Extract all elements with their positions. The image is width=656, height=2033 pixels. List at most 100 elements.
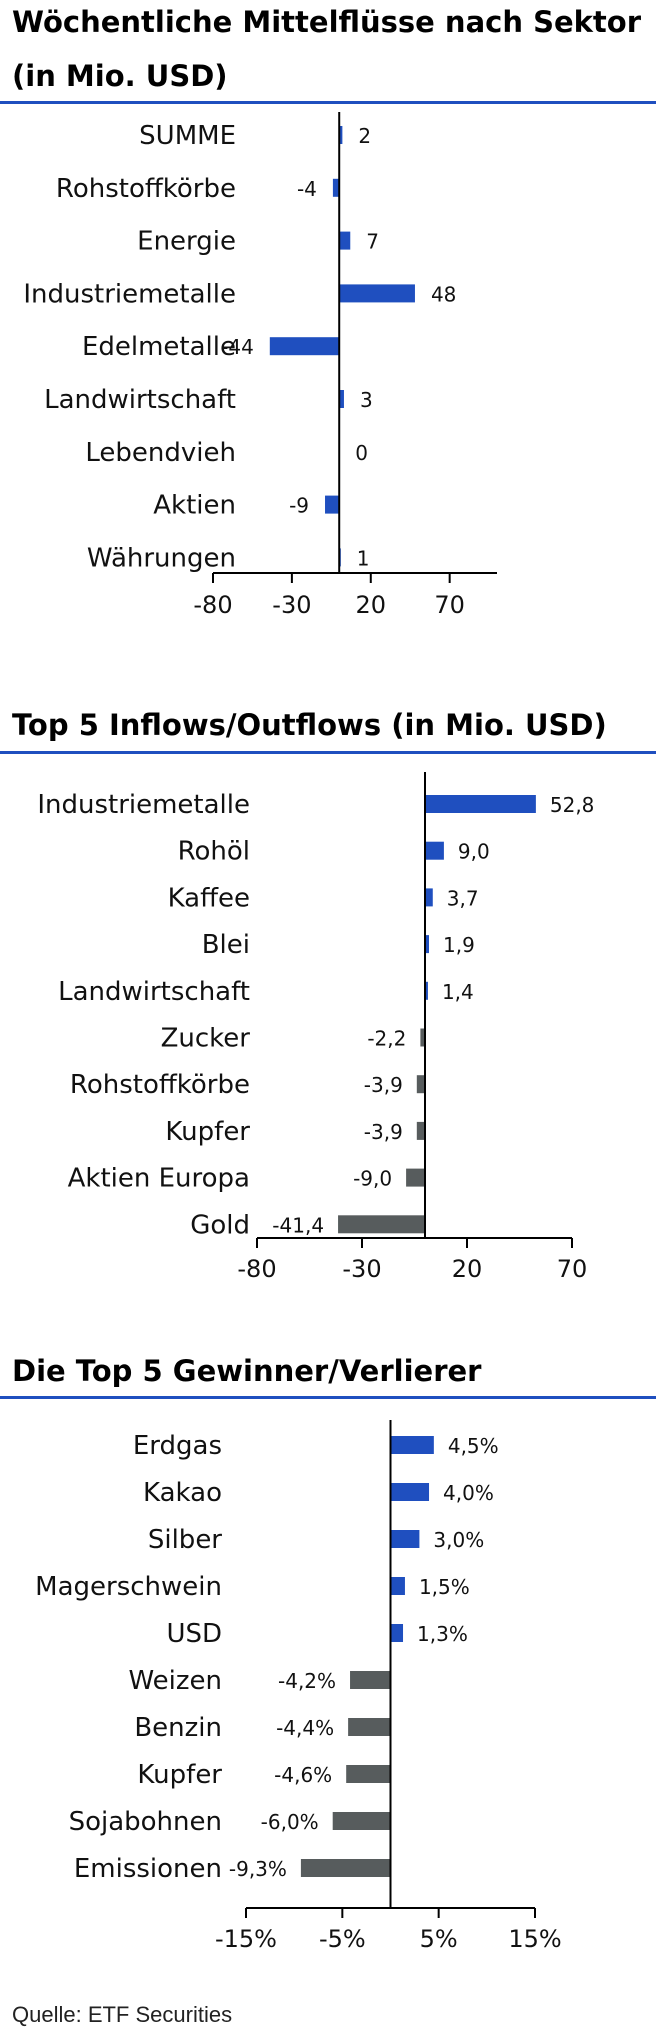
chart2-data-label: 1,9: [443, 933, 475, 957]
chart2-data-label: -3,9: [364, 1073, 403, 1097]
chart3-bar: [390, 1483, 430, 1501]
chart2-category-label: Aktien Europa: [68, 1164, 250, 1194]
chart3-winners-losers: Erdgas 4,5% Kakao 4,0% Silber 3,0% Magerschwei…: [35, 1420, 562, 1953]
chart2-data-label: 9,0: [458, 840, 490, 864]
chart2-bar: [416, 1075, 425, 1094]
chart3-tick-label: -5%: [319, 1925, 366, 1953]
chart1-tick-label: -30: [272, 591, 311, 619]
chart2-tick-label: -30: [342, 1255, 381, 1283]
chart3-data-label: 4,5%: [448, 1434, 499, 1458]
chart3-bar: [390, 1530, 420, 1548]
chart3-data-label: -6,0%: [261, 1810, 319, 1834]
chart2-data-label: -41,4: [272, 1213, 324, 1237]
chart2-bar: [406, 1168, 425, 1187]
chart3-data-label: 1,5%: [419, 1575, 470, 1599]
chart2-bar: [420, 1028, 425, 1047]
chart2-tick-label: 70: [557, 1255, 588, 1283]
chart1-data-label: 2: [358, 124, 371, 148]
chart2-data-label: -3,9: [364, 1120, 403, 1144]
chart3-category-label: Erdgas: [133, 1431, 222, 1461]
chart1-data-label: 48: [431, 282, 456, 306]
chart1-data-label: 7: [366, 230, 379, 254]
chart2-data-label: 52,8: [550, 793, 595, 817]
chart2-category-label: Rohstoffkörbe: [70, 1070, 250, 1100]
chart2-bar: [425, 981, 428, 1000]
chart3-category-label: Benzin: [134, 1713, 222, 1743]
chart2-category-label: Gold: [190, 1210, 250, 1240]
chart3-bar: [390, 1624, 404, 1642]
chart1-data-label: -44: [221, 335, 254, 359]
chart2-data-label: -2,2: [367, 1027, 406, 1051]
chart2-bar: [338, 1215, 425, 1234]
chart1-data-label: 3: [360, 388, 373, 412]
chart3-data-label: -4,4%: [276, 1716, 334, 1740]
chart3-category-label: Emissionen: [74, 1854, 222, 1884]
chart3-data-label: 1,3%: [417, 1622, 468, 1646]
chart3-bar: [350, 1671, 391, 1689]
chart2-tick-label: 20: [452, 1255, 483, 1283]
chart2-category-label: Zucker: [161, 1024, 251, 1054]
chart2-top-flows: Industriemetalle 52,8 Rohöl 9,0 Kaffee 3,7 Ble…: [37, 772, 595, 1283]
chart3-category-label: Kakao: [143, 1478, 222, 1508]
chart3-bar: [390, 1577, 405, 1595]
chart2-bar: [425, 935, 429, 954]
chart2-title: Top 5 Inflows/Outflows (in Mio. USD): [12, 708, 607, 742]
chart1-title-line1: Wöchentliche Mittelflüsse nach Sektor: [12, 5, 642, 39]
chart3-data-label: 4,0%: [443, 1481, 494, 1505]
chart1-category-label: Währungen: [87, 543, 236, 573]
chart1-title-line2: (in Mio. USD): [12, 59, 228, 93]
chart1-title-rule: [0, 101, 656, 104]
chart2-bar: [425, 795, 536, 813]
chart2-category-label: Kaffee: [168, 883, 250, 913]
chart3-data-label: 3,0%: [433, 1528, 484, 1552]
chart2-category-label: Kupfer: [165, 1117, 250, 1147]
chart3-tick-label: 15%: [508, 1925, 561, 1953]
chart1-data-label: 0: [355, 441, 368, 465]
chart2-category-label: Blei: [202, 930, 250, 960]
chart3-bar: [332, 1812, 391, 1830]
chart3-category-label: Weizen: [128, 1666, 222, 1696]
chart2-tick-label: -80: [237, 1255, 276, 1283]
chart1-bar: [339, 231, 351, 250]
chart3-data-label: -4,6%: [274, 1763, 332, 1787]
chart3-title-rule: [0, 1396, 656, 1399]
chart1-category-label: Aktien: [153, 491, 236, 521]
chart3-category-label: Magerschwein: [35, 1572, 222, 1602]
chart2-bar: [425, 841, 444, 860]
chart1-data-label: -4: [297, 177, 317, 201]
chart1-bar: [339, 284, 415, 303]
chart3-bar: [346, 1765, 391, 1783]
source-note: Quelle: ETF Securities: [12, 2002, 233, 2027]
chart1-bar: [339, 390, 344, 408]
chart1-bar: [269, 337, 340, 356]
chart2-category-label: Rohöl: [178, 837, 250, 867]
chart2-data-label: -9,0: [353, 1167, 392, 1191]
chart3-tick-label: -15%: [215, 1925, 277, 1953]
chart1-tick-label: 70: [434, 591, 465, 619]
chart2-category-label: Industriemetalle: [37, 790, 250, 820]
chart3-title: Die Top 5 Gewinner/Verlierer: [12, 1354, 482, 1388]
chart2-title-rule: [0, 751, 656, 754]
chart2-category-label: Landwirtschaft: [58, 977, 250, 1007]
chart3-bar: [300, 1859, 391, 1877]
chart1-category-label: Landwirtschaft: [44, 385, 236, 415]
chart2-data-label: 1,4: [442, 980, 474, 1004]
chart1-tick-label: 20: [356, 591, 387, 619]
chart1-data-label: -9: [289, 494, 309, 518]
chart3-data-label: -9,3%: [229, 1857, 287, 1881]
chart1-data-label: 1: [357, 546, 370, 570]
chart2-bar: [425, 888, 433, 907]
chart1-bar: [325, 495, 340, 514]
chart2-data-label: 3,7: [447, 886, 479, 910]
chart1-bar: [332, 178, 340, 197]
chart3-bar: [390, 1436, 434, 1454]
chart1-tick-label: -80: [193, 591, 232, 619]
chart1-sector-flows: SUMME 2 Rohstoffkörbe -4 Energie 7 Industrieme…: [23, 112, 497, 619]
chart1-category-label: Industriemetalle: [23, 279, 236, 309]
chart1-category-label: Edelmetalle: [82, 332, 236, 362]
chart2-bar: [416, 1121, 425, 1140]
chart3-tick-label: 5%: [420, 1925, 458, 1953]
chart3-data-label: -4,2%: [278, 1669, 336, 1693]
chart3-category-label: Kupfer: [137, 1760, 222, 1790]
chart3-category-label: Silber: [148, 1525, 222, 1555]
